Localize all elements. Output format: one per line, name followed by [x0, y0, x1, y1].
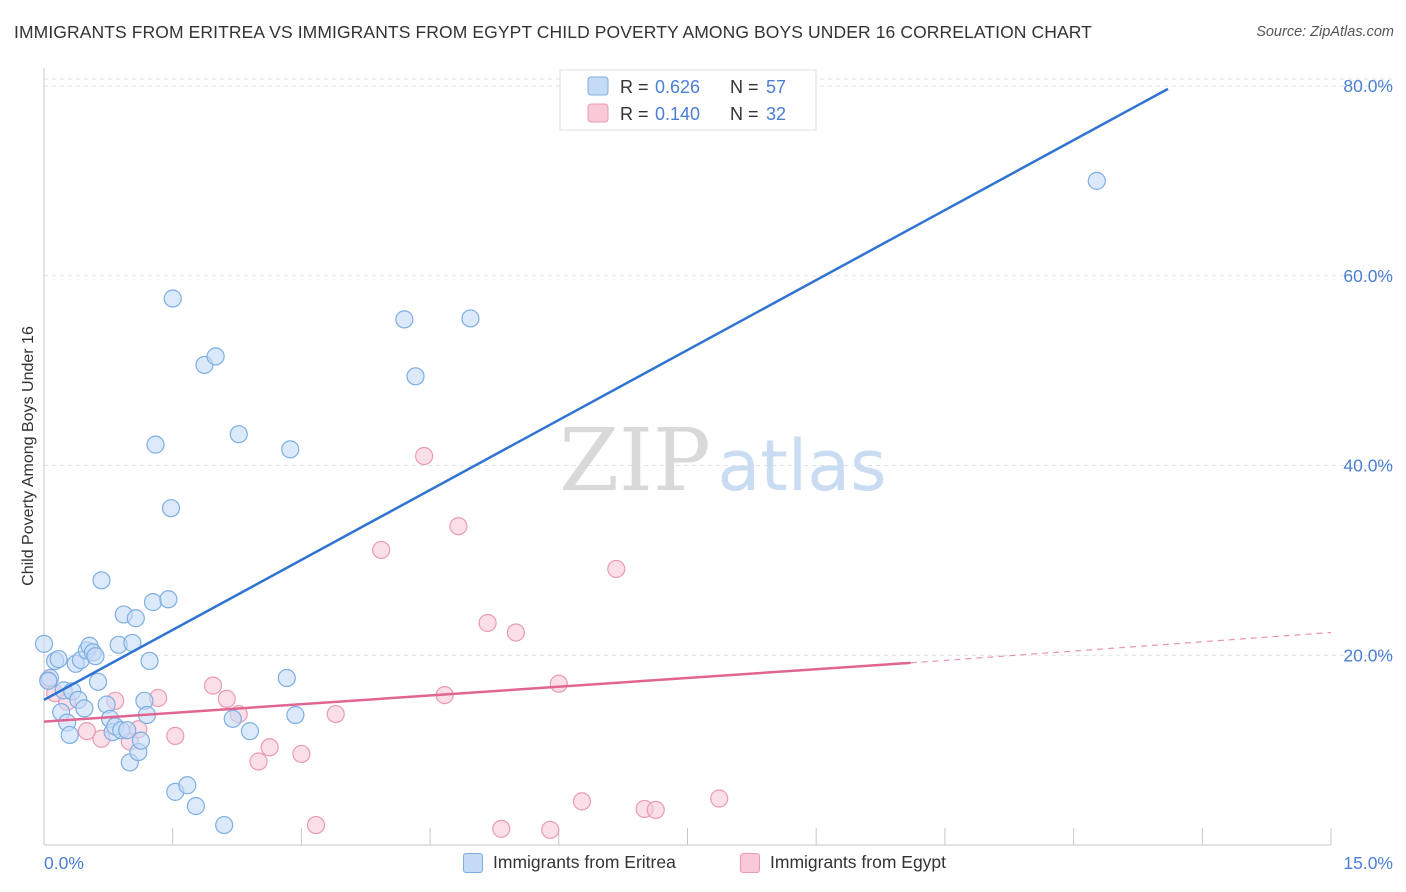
- eritrea-point: [126, 609, 145, 628]
- eritrea-point: [1087, 171, 1106, 190]
- egypt-point: [449, 517, 468, 536]
- eritrea-point: [143, 593, 163, 612]
- egypt-point: [77, 722, 97, 741]
- eritrea-trend-line: [43, 87, 1169, 701]
- eritrea-point: [49, 649, 68, 669]
- grid-layer: [44, 78, 1392, 656]
- egypt-point: [607, 559, 626, 579]
- source-label: Source: ZipAtlas.com: [1256, 24, 1394, 40]
- legend-bottom-egypt-swatch: [740, 852, 760, 873]
- egypt-point: [249, 752, 268, 771]
- eritrea-point: [92, 571, 111, 590]
- eritrea-point: [88, 672, 108, 691]
- eritrea-point: [161, 499, 181, 518]
- eritrea-point: [163, 289, 182, 308]
- egypt-point: [260, 738, 279, 757]
- y-tick-label: 20.0%: [1343, 645, 1393, 665]
- eritrea-point: [215, 815, 234, 835]
- egypt-trend-extension: [910, 631, 1332, 664]
- eritrea-point: [75, 699, 94, 718]
- y-tick-label: 40.0%: [1343, 456, 1393, 476]
- egypt-point: [292, 744, 311, 764]
- egypt-point: [646, 800, 665, 819]
- watermark-zip: ZIP: [559, 411, 711, 511]
- chart-title: IMMIGRANTS FROM ERITREA VS IMMIGRANTS FR…: [14, 22, 1092, 42]
- tick-labels: 20.0% 40.0% 60.0% 80.0% 0.0% 15.0%: [44, 76, 1393, 873]
- legend-eritrea-n-label: N =: [730, 77, 759, 97]
- eritrea-point: [286, 705, 305, 725]
- x-tick-label: 0.0%: [44, 853, 84, 873]
- eritrea-point: [34, 634, 54, 653]
- eritrea-point: [240, 722, 260, 741]
- egypt-point: [217, 689, 236, 708]
- egypt-point: [492, 819, 511, 838]
- eritrea-point: [223, 709, 242, 728]
- egypt-point: [541, 820, 560, 839]
- eritrea-point: [406, 367, 425, 386]
- legend-bottom: Immigrants from Eritrea Immigrants from …: [0, 850, 1406, 880]
- legend-eritrea-r-value: 0.626: [655, 77, 700, 97]
- egypt-point: [506, 623, 526, 642]
- eritrea-point: [140, 651, 159, 671]
- eritrea-point: [461, 309, 480, 328]
- eritrea-point: [178, 776, 197, 795]
- eritrea-point: [131, 731, 151, 750]
- eritrea-point: [281, 440, 300, 459]
- watermark: ZIP atlas: [559, 411, 886, 511]
- egypt-point: [710, 789, 729, 808]
- eritrea-point: [146, 435, 165, 454]
- legend-bottom-eritrea-swatch: [463, 852, 483, 873]
- legend-eritrea-n-value: 57: [766, 77, 786, 97]
- eritrea-point: [186, 797, 205, 816]
- egypt-point: [478, 613, 497, 633]
- eritrea-point: [277, 668, 296, 688]
- legend-egypt-n-value: 32: [766, 104, 786, 124]
- legend-eritrea-r-label: R =: [620, 77, 649, 97]
- eritrea-point: [229, 425, 248, 444]
- egypt-point: [572, 792, 592, 811]
- legend-bottom-egypt-label: Immigrants from Egypt: [770, 852, 947, 872]
- eritrea-point: [395, 310, 414, 329]
- x-tick-label: 15.0%: [1343, 853, 1393, 873]
- egypt-trend-line: [43, 661, 911, 723]
- legend-item-egypt: Immigrants from Egypt: [740, 852, 946, 873]
- egypt-point: [414, 446, 434, 466]
- eritrea-point: [118, 721, 137, 740]
- legend-eritrea-swatch: [587, 76, 609, 96]
- legend-top: R = 0.626 N = 57 R = 0.140 N = 32: [559, 69, 817, 131]
- egypt-point: [372, 540, 391, 560]
- legend-egypt-n-label: N =: [730, 104, 759, 124]
- eritrea-points: [34, 171, 1106, 835]
- legend-egypt-swatch: [587, 103, 609, 123]
- eritrea-point: [86, 647, 105, 666]
- legend-egypt-r-label: R =: [620, 104, 649, 124]
- egypt-point: [549, 674, 568, 693]
- egypt-point: [203, 676, 223, 695]
- legend-bottom-eritrea-label: Immigrants from Eritrea: [493, 852, 676, 872]
- eritrea-point: [159, 590, 178, 609]
- trend-lines: [43, 87, 1332, 723]
- watermark-atlas: atlas: [717, 425, 886, 507]
- axis-layer: [43, 68, 1332, 846]
- y-tick-label: 60.0%: [1343, 266, 1393, 286]
- egypt-point: [166, 726, 185, 745]
- eritrea-point: [39, 671, 58, 690]
- y-tick-label: 80.0%: [1343, 76, 1393, 96]
- egypt-point: [326, 704, 345, 724]
- legend-item-eritrea: Immigrants from Eritrea: [463, 852, 676, 873]
- egypt-point: [306, 815, 326, 835]
- eritrea-point: [60, 725, 79, 745]
- legend-egypt-r-value: 0.140: [655, 104, 700, 124]
- eritrea-point: [206, 347, 225, 366]
